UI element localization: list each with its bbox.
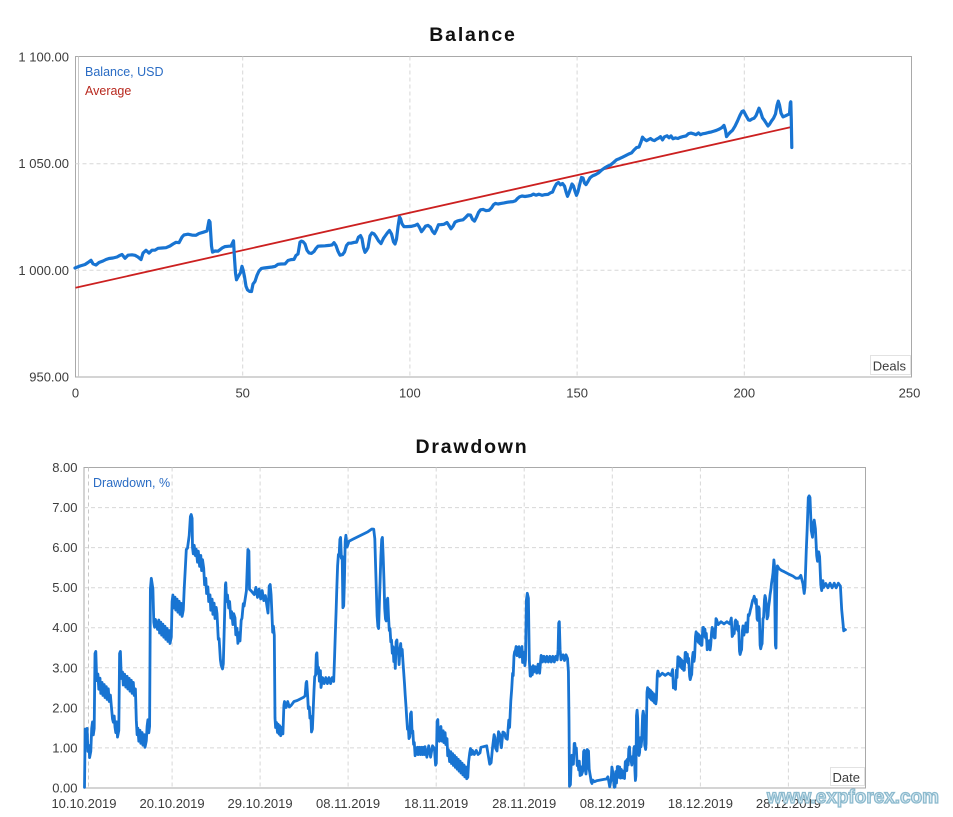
svg-text:2.00: 2.00 <box>52 700 77 715</box>
svg-text:08.11.2019: 08.11.2019 <box>316 796 380 811</box>
svg-text:Balance: Balance <box>429 24 516 46</box>
svg-text:1 100.00: 1 100.00 <box>18 50 69 65</box>
svg-text:1 050.00: 1 050.00 <box>18 156 69 171</box>
svg-text:5.00: 5.00 <box>52 580 77 595</box>
svg-text:1.00: 1.00 <box>52 740 77 755</box>
svg-text:Date: Date <box>833 770 860 785</box>
svg-text:18.12.2019: 18.12.2019 <box>668 796 733 811</box>
svg-text:Drawdown: Drawdown <box>416 436 529 458</box>
svg-text:250: 250 <box>899 386 921 401</box>
svg-text:08.12.2019: 08.12.2019 <box>580 796 645 811</box>
svg-text:28.12.2019: 28.12.2019 <box>756 796 821 811</box>
svg-text:Balance, USD: Balance, USD <box>85 65 164 79</box>
svg-text:Deals: Deals <box>873 359 907 374</box>
svg-text:200: 200 <box>733 386 755 401</box>
svg-text:1 000.00: 1 000.00 <box>18 263 69 278</box>
svg-text:50: 50 <box>235 386 249 401</box>
svg-text:29.10.2019: 29.10.2019 <box>228 796 293 811</box>
svg-text:100: 100 <box>399 386 421 401</box>
svg-text:18.11.2019: 18.11.2019 <box>404 796 468 811</box>
svg-text:28.11.2019: 28.11.2019 <box>492 796 556 811</box>
svg-text:10.10.2019: 10.10.2019 <box>51 796 116 811</box>
svg-text:950.00: 950.00 <box>29 370 69 385</box>
svg-text:Drawdown, %: Drawdown, % <box>93 476 170 490</box>
svg-text:6.00: 6.00 <box>52 540 77 555</box>
svg-text:8.00: 8.00 <box>52 460 77 475</box>
svg-text:3.00: 3.00 <box>52 660 77 675</box>
svg-text:20.10.2019: 20.10.2019 <box>140 796 205 811</box>
svg-text:4.00: 4.00 <box>52 620 77 635</box>
svg-text:7.00: 7.00 <box>52 500 77 515</box>
svg-text:0.00: 0.00 <box>52 781 77 796</box>
svg-text:www.expforex.com: www.expforex.com <box>766 786 939 808</box>
svg-text:0: 0 <box>72 386 79 401</box>
svg-text:Average: Average <box>85 84 131 98</box>
svg-text:150: 150 <box>566 386 588 401</box>
